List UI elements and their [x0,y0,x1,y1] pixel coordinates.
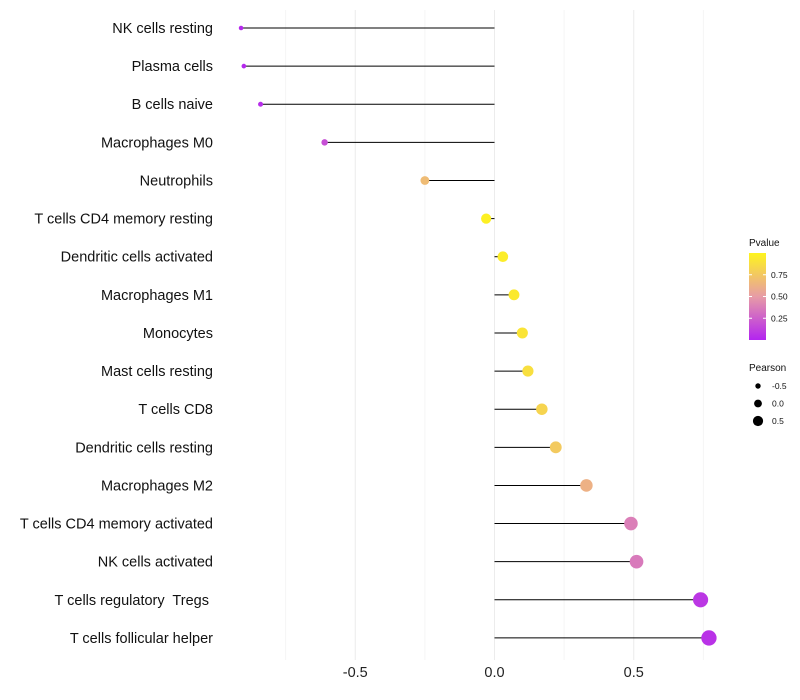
dot [481,213,492,224]
legend-pearson-title: Pearson [749,363,786,374]
size-key-dot [752,415,764,427]
dot [701,630,717,646]
category-label: T cells CD8 [138,402,213,418]
category-label: T cells regulatory Tregs [55,593,214,609]
stems [241,27,709,639]
dot [516,327,528,339]
dot [580,479,593,492]
category-label: Macrophages M1 [101,288,213,304]
dot [238,25,244,31]
dot [497,251,509,263]
legend-pvalue-title: Pvalue [749,238,780,249]
category-label: Macrophages M2 [101,478,213,494]
legend-size-keys: -0.5 0.0 0.5 [752,381,787,427]
category-label: Macrophages M0 [101,135,213,151]
category-label: Monocytes [143,326,213,342]
dot [420,176,430,185]
size-key-label: 0.0 [772,399,784,409]
legend-colorbar [749,253,766,340]
colorbar-tick-label: 0.25 [771,313,788,323]
category-label: Dendritic cells resting [75,440,213,456]
size-key-label: -0.5 [772,381,787,391]
legend: Pvalue 0.25 0.50 0.75 Pearson -0.5 0.0 0.5 [749,238,788,427]
dot [258,101,264,107]
category-labels: NK cells resting Plasma cells B cells naiv… [20,21,213,647]
x-tick-label: 0.0 [484,665,504,681]
size-key-dot [754,399,762,408]
category-label: T cells CD4 memory resting [34,212,213,228]
category-label: Plasma cells [132,59,213,75]
dot [321,139,328,146]
dot [522,365,534,377]
category-label: NK cells activated [98,555,213,571]
size-key-dot [755,383,761,389]
dots [238,25,717,646]
category-label: T cells CD4 memory activated [20,517,213,533]
dot [549,441,562,454]
category-label: Dendritic cells activated [61,250,213,266]
x-tick-label: -0.5 [343,665,368,681]
legend-colorbar-ticks: 0.25 0.50 0.75 [749,270,788,323]
category-label: NK cells resting [112,21,213,37]
category-label: Mast cells resting [101,364,213,380]
colorbar-tick-label: 0.50 [771,292,788,302]
grid-lines [285,10,704,660]
x-axis-ticks: -0.5 0.0 0.5 [343,665,644,681]
dot [536,403,548,415]
x-tick-label: 0.5 [624,665,644,681]
dot [508,289,520,301]
dot [241,63,247,69]
size-key-label: 0.5 [772,416,784,426]
dot [693,592,709,608]
category-label: T cells follicular helper [70,631,213,647]
dot [624,516,638,531]
category-label: B cells naive [132,97,213,113]
dot [629,554,644,569]
colorbar-tick-label: 0.75 [771,270,788,280]
category-label: Neutrophils [140,173,213,189]
